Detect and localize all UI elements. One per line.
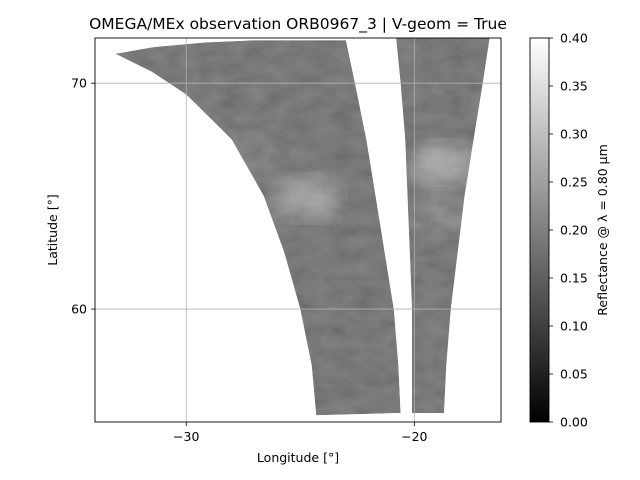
x-axis-label: Longitude [°] [257,450,339,465]
colorbar-tick-label: 0.10 [560,319,588,334]
colorbar-ticks: 0.00 0.05 0.10 0.15 0.20 0.25 0.30 0.35 0.40 [549,31,588,430]
colorbar: 0.00 0.05 0.10 0.15 0.20 0.25 0.30 0.35 0.40 Ref… [529,31,610,430]
y-axis-label: Latitude [°] [45,194,60,265]
colorbar-tick-label: 0.30 [560,127,588,142]
x-tick-label: −30 [173,429,199,444]
y-tick-label: 70 [71,76,87,91]
x-tick-label: −20 [401,429,427,444]
colorbar-label: Reflectance @ λ = 0.80 µm [595,144,610,316]
swath-layer [115,38,490,416]
colorbar-tick-label: 0.00 [560,415,588,430]
y-tick-label: 60 [71,302,87,317]
grid [95,38,501,422]
colorbar-gradient [529,37,550,423]
colorbar-tick-label: 0.40 [560,31,588,46]
colorbar-tick-label: 0.25 [560,175,588,190]
colorbar-tick-label: 0.35 [560,79,588,94]
colorbar-tick-label: 0.15 [560,271,588,286]
colorbar-tick-label: 0.20 [560,223,588,238]
colorbar-tick-label: 0.05 [560,367,588,382]
plot-area [94,37,502,423]
axes-frame [94,37,502,423]
chart-title: OMEGA/MEx observation ORB0967_3 | V-geom… [89,15,507,34]
x-axis-ticks: −30 −20 [173,422,428,444]
y-axis-ticks: 60 70 [71,76,95,317]
